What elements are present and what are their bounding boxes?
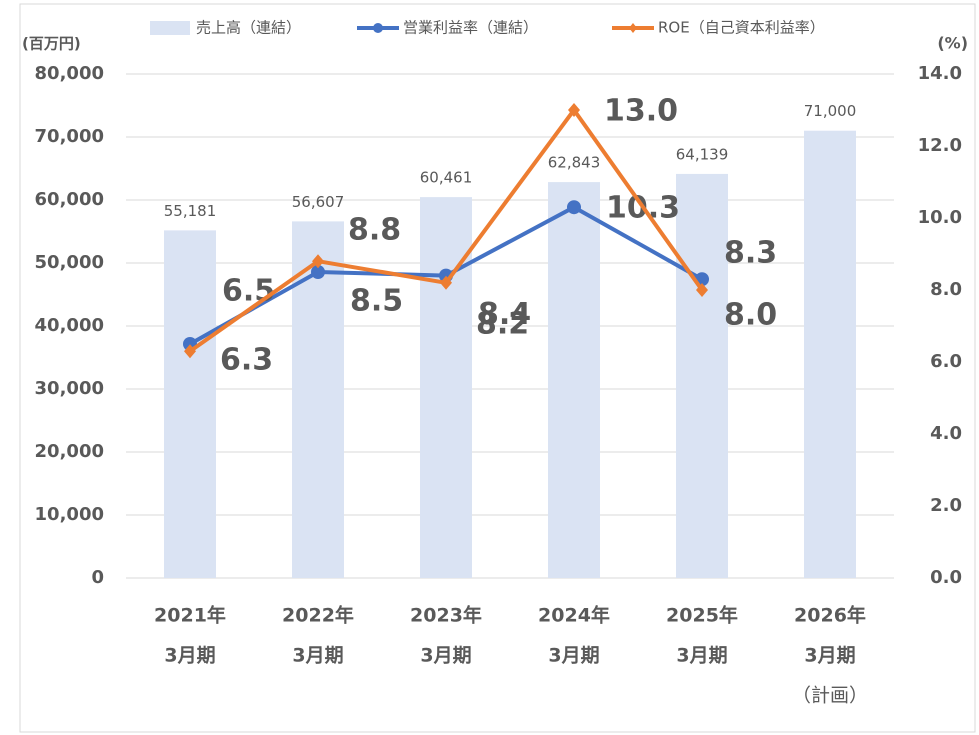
marker xyxy=(311,265,325,279)
y-tick-label: 50,000 xyxy=(35,252,104,273)
bar xyxy=(164,230,216,579)
x-tick-label: 2025年 xyxy=(666,604,738,627)
y-tick-label: 40,000 xyxy=(35,315,104,336)
y2-tick-label: 0.0 xyxy=(930,567,962,588)
x-tick-label: 3月期 xyxy=(804,645,855,667)
legend-marker xyxy=(373,23,383,33)
y-tick-label: 10,000 xyxy=(35,504,104,525)
y2-tick-label: 10.0 xyxy=(918,207,962,228)
bar-value-label: 64,139 xyxy=(676,145,729,163)
y-tick-label: 60,000 xyxy=(35,189,104,210)
bar-value-label: 71,000 xyxy=(804,102,857,120)
legend-label: ROE（自己資本利益率） xyxy=(658,19,825,37)
line-value-label: 6.3 xyxy=(220,343,273,378)
y2-tick-label: 2.0 xyxy=(930,495,962,516)
y2-tick-label: 14.0 xyxy=(918,63,962,84)
marker xyxy=(312,254,324,269)
x-tick-label: 2026年 xyxy=(794,604,866,627)
line-value-label: 6.5 xyxy=(222,274,275,309)
y-tick-label: 30,000 xyxy=(35,378,104,399)
x-tick-label: 2021年 xyxy=(154,604,226,627)
line-value-label: 8.4 xyxy=(478,297,531,332)
x-tick-label: 3月期 xyxy=(548,645,599,667)
line-value-label: 8.5 xyxy=(350,284,403,319)
legend-marker xyxy=(629,23,637,33)
bar xyxy=(420,197,472,578)
line-value-label: 13.0 xyxy=(604,94,678,129)
bar-value-label: 56,607 xyxy=(292,193,345,211)
marker xyxy=(696,283,708,297)
x-tick-label: （計画） xyxy=(792,685,868,707)
x-tick-label: 2022年 xyxy=(282,604,354,627)
legend-label: 営業利益率（連結） xyxy=(403,19,538,37)
marker xyxy=(184,344,196,359)
y2-tick-label: 12.0 xyxy=(918,135,962,156)
x-tick-label: 3月期 xyxy=(420,645,471,667)
y2-tick-label: 6.0 xyxy=(930,351,962,372)
y2-tick-label: 8.0 xyxy=(930,279,962,300)
x-tick-label: 3月期 xyxy=(292,645,343,667)
y-tick-label: 20,000 xyxy=(35,441,104,462)
line-value-label: 8.3 xyxy=(724,236,777,271)
line-value-label: 8.2 xyxy=(476,306,529,341)
bar xyxy=(804,130,856,578)
marker xyxy=(440,275,452,290)
legend-swatch xyxy=(150,21,190,35)
y-tick-label: 70,000 xyxy=(35,126,104,147)
y-axis-title: (百万円) xyxy=(22,35,81,53)
bar-value-label: 60,461 xyxy=(420,169,473,187)
x-tick-label: 2023年 xyxy=(410,604,482,627)
y-tick-label: 0 xyxy=(91,567,104,588)
line-value-label: 8.0 xyxy=(724,298,777,333)
x-tick-label: 3月期 xyxy=(164,645,215,667)
bar-value-label: 62,843 xyxy=(548,154,601,172)
bar xyxy=(676,173,728,578)
marker xyxy=(567,200,581,215)
line-value-label: 8.8 xyxy=(348,213,401,248)
y2-axis-title: (%) xyxy=(937,34,968,53)
bar xyxy=(548,182,600,578)
bar-value-label: 55,181 xyxy=(164,202,217,220)
marker xyxy=(568,103,580,117)
x-tick-label: 2024年 xyxy=(538,604,610,627)
y2-tick-label: 4.0 xyxy=(930,423,962,444)
legend-label: 売上高（連結） xyxy=(196,19,301,37)
y-tick-label: 80,000 xyxy=(35,63,104,84)
x-tick-label: 3月期 xyxy=(676,645,727,667)
